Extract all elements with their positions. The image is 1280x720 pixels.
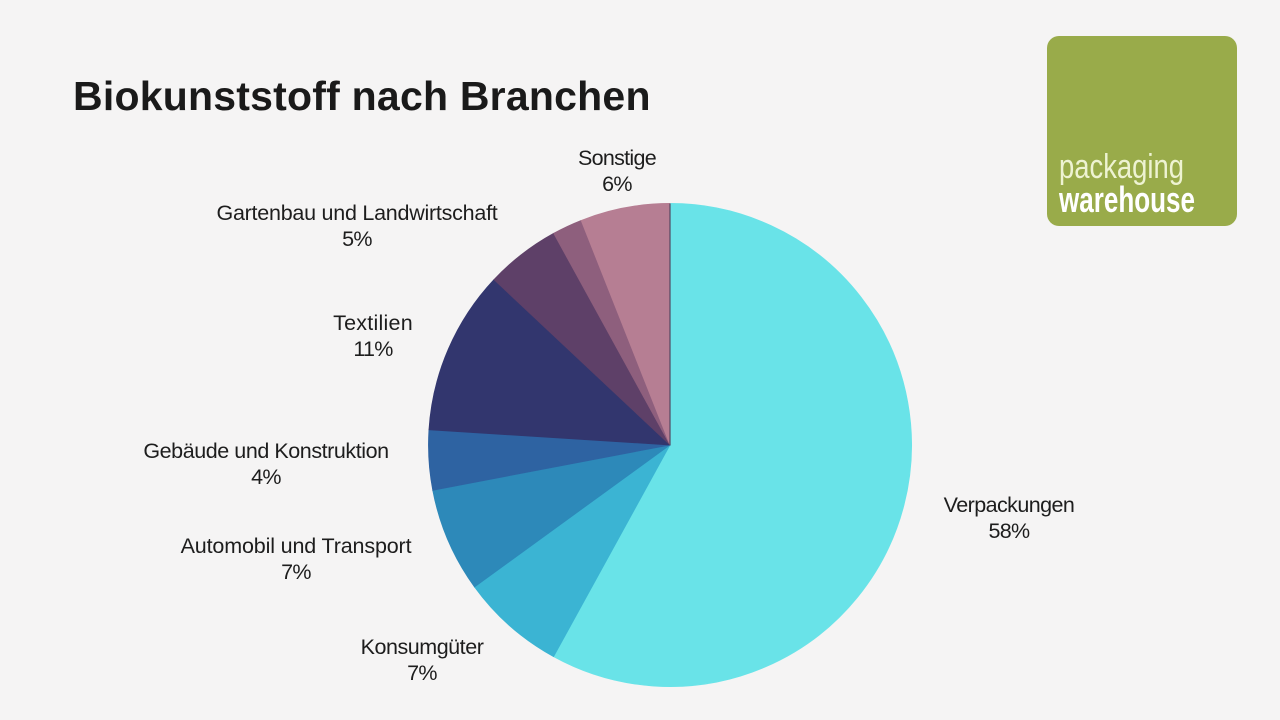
svg-text:warehouse: warehouse: [1058, 179, 1195, 220]
svg-text:packaging: packaging: [1059, 148, 1184, 186]
